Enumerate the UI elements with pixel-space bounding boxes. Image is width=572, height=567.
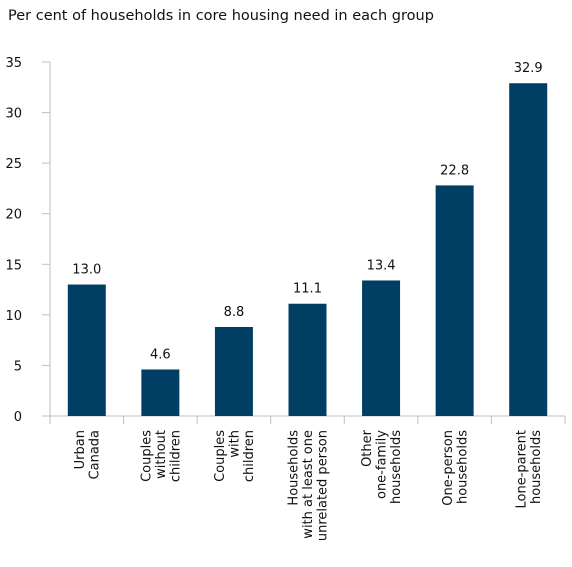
x-tick-label: Urban Canada [73, 430, 103, 479]
x-tick-label: Couples with children [213, 430, 257, 482]
x-tick-label-line: households [529, 430, 544, 504]
y-tick-label: 30 [5, 107, 22, 122]
x-tick-label: One-person households [441, 430, 471, 506]
x-tick-label-line: households [389, 430, 404, 504]
data-label: 22.8 [440, 163, 469, 178]
data-label: 13.4 [367, 258, 396, 273]
y-tick-label: 25 [5, 157, 22, 172]
x-tick-label-line: with at least one [301, 430, 316, 539]
x-tick-label-line: Couples [213, 430, 228, 482]
bar [141, 369, 180, 416]
x-tick-label-line: one-family [375, 430, 390, 499]
y-tick-label: 0 [14, 410, 22, 425]
x-tick-label: Other one-family households [360, 429, 404, 504]
x-tick-label-line: Urban [73, 430, 88, 469]
x-tick-label-line: One-person [441, 430, 456, 506]
x-tick-label-line: without [154, 430, 169, 479]
data-label: 4.6 [150, 347, 171, 362]
bar [288, 303, 327, 416]
bar [67, 284, 106, 416]
y-tick-label: 10 [5, 309, 22, 324]
x-tick-label-line: households [455, 430, 470, 504]
y-tick-label: 20 [5, 208, 22, 223]
x-tick-label: Couples without children [139, 430, 183, 482]
x-tick-label-line: Couples [139, 430, 154, 482]
data-label: 13.0 [72, 263, 101, 278]
bar [435, 185, 474, 416]
y-tick-label: 35 [5, 56, 22, 71]
bar [214, 326, 253, 416]
y-tick-label: 5 [14, 359, 22, 374]
x-tick-label-line: with [227, 430, 242, 458]
x-tick-label-line: unrelated person [316, 430, 331, 541]
data-label: 11.1 [293, 282, 322, 297]
bar [362, 280, 401, 416]
x-tick-label-line: Canada [88, 430, 103, 479]
y-tick-label: 15 [5, 258, 22, 273]
data-label: 8.8 [224, 305, 245, 320]
x-tick-label-line: children [168, 430, 183, 482]
data-label: 32.9 [514, 61, 543, 76]
x-tick-label: Households with at least one unrelated per… [287, 430, 331, 541]
x-tick-label-line: Other [360, 429, 375, 467]
bar [509, 83, 548, 417]
x-tick-label: Lone-parent households [514, 430, 544, 509]
chart-title: Per cent of households in core housing n… [8, 8, 434, 24]
bars [67, 83, 548, 417]
x-tick-label-line: children [242, 430, 257, 482]
x-tick-label-line: Lone-parent [514, 430, 529, 509]
x-tick-label-line: Households [287, 430, 302, 506]
